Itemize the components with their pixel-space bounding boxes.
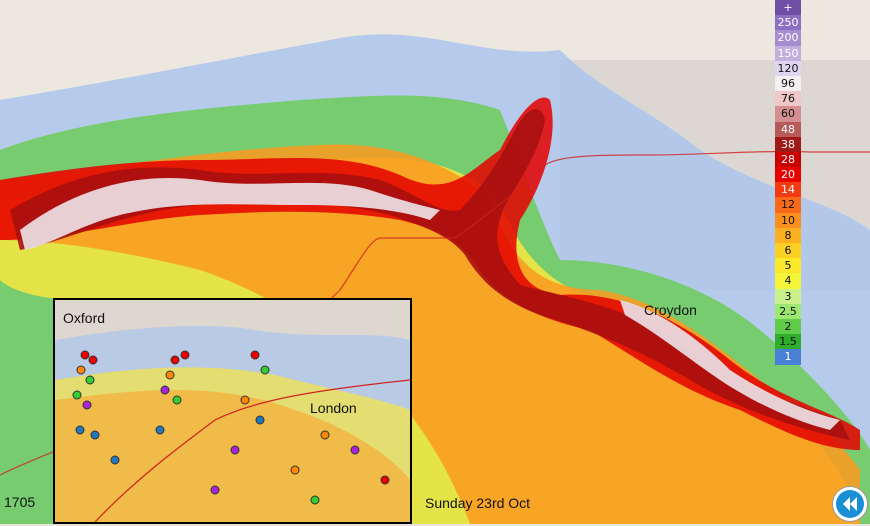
inset-map: Oxford London xyxy=(53,298,412,524)
legend-item: + xyxy=(775,0,801,16)
legend-item: 1.5 xyxy=(775,334,801,350)
legend-item: 5 xyxy=(775,258,801,274)
legend-item: 6 xyxy=(775,243,801,259)
legend-item: 2.5 xyxy=(775,303,801,319)
legend-item: 8 xyxy=(775,227,801,243)
precipitation-legend: +250 200 150 120 96 76 60 48 38 28 20 14 12 10 8 6 5 4 3 2.… xyxy=(775,0,801,372)
legend-item: 10 xyxy=(775,212,801,228)
date-label: Sunday 23rd Oct xyxy=(425,495,531,511)
legend-item: 48 xyxy=(775,121,801,137)
rewind-button[interactable] xyxy=(832,486,868,522)
legend-item: 250 xyxy=(775,15,801,31)
legend-item: 20 xyxy=(775,167,801,183)
legend-item: 150 xyxy=(775,45,801,61)
legend-item: 28 xyxy=(775,151,801,168)
legend-item: 76 xyxy=(775,91,801,107)
oxford-label: Oxford xyxy=(63,310,106,326)
legend-item: 14 xyxy=(775,182,801,198)
legend-item: 3 xyxy=(775,288,801,304)
legend-item: 1 xyxy=(775,349,801,365)
legend-item: 2 xyxy=(775,318,801,335)
legend-item: 60 xyxy=(775,106,801,122)
legend-item: 120 xyxy=(775,60,801,76)
legend-item: 4 xyxy=(775,273,801,289)
croydon-label: Croydon xyxy=(644,302,697,318)
legend-item: 200 xyxy=(775,30,801,46)
time-label: 1705 xyxy=(4,494,36,510)
rewind-icon xyxy=(836,490,864,518)
legend-item: 12 xyxy=(775,197,801,213)
inset-map-graphic xyxy=(55,300,410,522)
legend-item: 38 xyxy=(775,136,801,152)
legend-item: 96 xyxy=(775,75,801,92)
london-label: London xyxy=(310,400,357,416)
